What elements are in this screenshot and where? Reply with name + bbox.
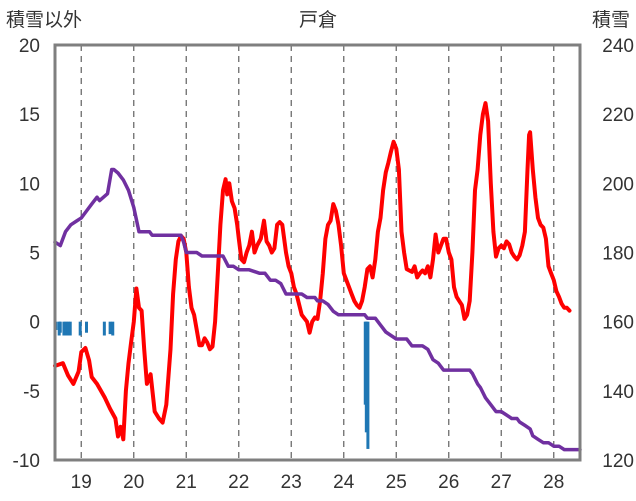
right-tick-label: 240 bbox=[602, 36, 634, 57]
precip-bar bbox=[85, 321, 88, 333]
x-tick-label: 24 bbox=[333, 472, 355, 493]
snow-depth-line bbox=[53, 167, 582, 452]
left-tick-label: 0 bbox=[29, 313, 40, 334]
right-tick-label: 160 bbox=[602, 313, 634, 334]
left-tick-label: 5 bbox=[29, 244, 40, 265]
temperature-line bbox=[53, 101, 572, 442]
precip-bar bbox=[66, 321, 70, 336]
precip-bar bbox=[62, 321, 66, 336]
precip-bar bbox=[366, 321, 370, 449]
title: 戸倉 bbox=[299, 9, 337, 31]
left-tick-label: 15 bbox=[19, 105, 40, 126]
precip-bar bbox=[111, 321, 115, 336]
x-tick-label: 27 bbox=[491, 472, 512, 493]
left-tick-label: 10 bbox=[19, 174, 40, 195]
precip-bar bbox=[78, 321, 82, 336]
precip-bar bbox=[58, 321, 62, 333]
x-axis-ticks: 19 20 21 22 23 24 25 26 27 28 bbox=[71, 472, 565, 493]
right-axis-ticks: 240 220 200 180 160 140 120 bbox=[602, 36, 634, 472]
left-tick-label: -5 bbox=[23, 382, 40, 403]
x-tick-label: 25 bbox=[386, 472, 407, 493]
left-axis-ticks: 20 15 10 5 0 -5 -10 bbox=[13, 36, 40, 472]
precip-bar bbox=[68, 321, 72, 336]
bars-layer bbox=[54, 321, 370, 449]
x-tick-label: 19 bbox=[71, 472, 92, 493]
x-tick-label: 22 bbox=[228, 472, 249, 493]
plot-frame bbox=[53, 43, 582, 462]
left-axis-label: 積雪以外 bbox=[6, 9, 82, 31]
precip-bar bbox=[64, 321, 68, 336]
x-tick-label: 23 bbox=[281, 472, 302, 493]
precip-bar bbox=[364, 321, 368, 433]
x-tick-label: 20 bbox=[123, 472, 144, 493]
left-tick-label: -10 bbox=[13, 451, 40, 472]
right-tick-label: 220 bbox=[602, 105, 634, 126]
precip-bar bbox=[108, 321, 112, 335]
x-tick-label: 21 bbox=[176, 472, 197, 493]
right-tick-label: 120 bbox=[602, 451, 634, 472]
x-tick-label: 26 bbox=[438, 472, 459, 493]
precip-bar bbox=[102, 321, 106, 336]
right-tick-label: 140 bbox=[602, 382, 634, 403]
left-tick-label: 20 bbox=[19, 36, 40, 57]
x-tick-label: 28 bbox=[543, 472, 564, 493]
grid-layer bbox=[80, 45, 555, 460]
right-tick-label: 200 bbox=[602, 174, 634, 195]
right-axis-label: 積雪 bbox=[592, 9, 630, 31]
lines-layer bbox=[53, 101, 582, 452]
right-tick-label: 180 bbox=[602, 244, 634, 265]
